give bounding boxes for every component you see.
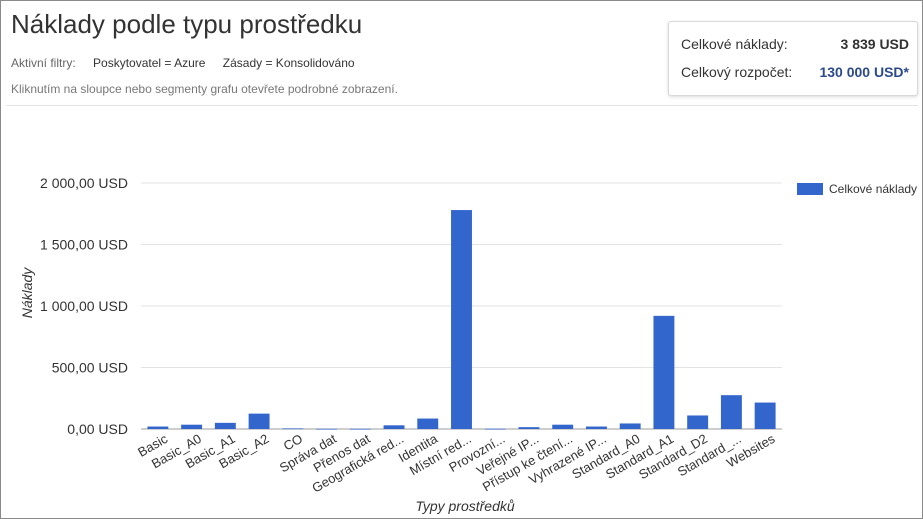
- cost-bar-chart: 0,00 USD 500,00 USD 1 000,00 USD 1 500,00 U…: [40, 175, 782, 496]
- bar-0[interactable]: [147, 426, 169, 429]
- drilldown-hint: Kliknutím na sloupce nebo segmenty grafu…: [11, 82, 398, 96]
- bar-7[interactable]: [383, 425, 405, 429]
- bar-17[interactable]: [720, 395, 742, 429]
- bar-14[interactable]: [619, 423, 641, 429]
- bar-18[interactable]: [754, 402, 776, 429]
- bar-13[interactable]: [585, 426, 607, 429]
- bar-6[interactable]: [349, 428, 371, 430]
- header-divider: [6, 105, 918, 106]
- bar-9[interactable]: [451, 210, 472, 429]
- bar-8[interactable]: [417, 418, 439, 429]
- y-tick-label: 1 500,00 USD: [40, 237, 128, 253]
- total-cost-label: Celkové náklady:: [681, 36, 788, 52]
- y-tick-label: 0,00 USD: [67, 421, 128, 437]
- x-axis-title: Typy prostředků: [415, 498, 515, 514]
- legend-swatch: [797, 183, 823, 195]
- total-cost-value: 3 839 USD: [840, 36, 909, 52]
- y-tick-label: 1 000,00 USD: [40, 298, 128, 314]
- total-budget-value: 130 000 USD*: [819, 64, 909, 80]
- cost-summary-card: Celkové náklady: 3 839 USD Celkový rozpo…: [668, 21, 918, 96]
- y-tick-label: 500,00 USD: [52, 360, 128, 376]
- y-tick-label: 2 000,00 USD: [40, 175, 128, 191]
- filter-policy[interactable]: Zásady = Konsolidováno: [222, 56, 355, 70]
- y-axis-title: Náklady: [19, 267, 35, 319]
- bar-1[interactable]: [181, 424, 203, 429]
- filter-provider[interactable]: Poskytovatel = Azure: [93, 56, 206, 70]
- bar-11[interactable]: [518, 427, 540, 429]
- total-budget-label: Celkový rozpočet:: [681, 64, 793, 80]
- bar-3[interactable]: [248, 413, 270, 429]
- active-filters: Aktivní filtry: Poskytovatel = Azure Zás…: [11, 56, 369, 70]
- bar-4[interactable]: [282, 428, 304, 430]
- bar-5[interactable]: [316, 428, 338, 430]
- legend-label: Celkové náklady: [829, 182, 918, 196]
- bar-15[interactable]: [653, 315, 675, 429]
- page-title: Náklady podle typu prostředku: [11, 9, 363, 39]
- bar-2[interactable]: [214, 422, 236, 429]
- filters-label: Aktivní filtry:: [11, 56, 76, 70]
- chart-legend[interactable]: Celkové náklady: [797, 182, 917, 196]
- bar-12[interactable]: [552, 424, 574, 429]
- bar-10[interactable]: [484, 428, 506, 430]
- bar-16[interactable]: [687, 415, 709, 429]
